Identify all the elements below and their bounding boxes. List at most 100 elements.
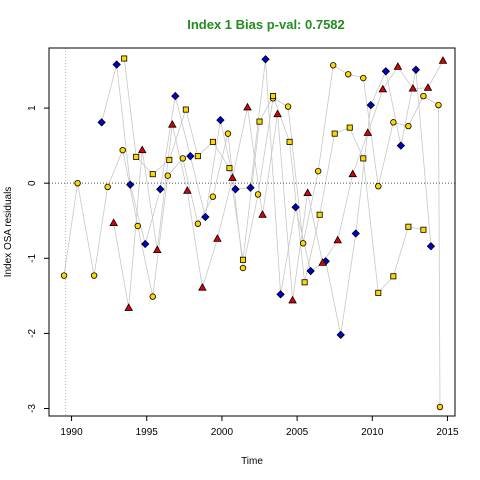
data-point-diamond bbox=[291, 203, 300, 212]
data-point-circle bbox=[284, 103, 292, 110]
data-point-circle bbox=[164, 172, 171, 179]
plot-frame bbox=[48, 47, 456, 417]
data-point-diamond bbox=[351, 229, 360, 238]
data-point-circle bbox=[90, 272, 98, 279]
data-point-triangle bbox=[213, 234, 222, 242]
data-point-diamond bbox=[216, 115, 225, 125]
data-point-square bbox=[226, 165, 233, 172]
data-point-square bbox=[390, 273, 397, 280]
data-point-circle bbox=[179, 155, 187, 162]
x-tick-label: 2005 bbox=[286, 427, 309, 438]
data-point-diamond bbox=[201, 212, 210, 222]
data-point-square bbox=[209, 138, 216, 145]
data-point-square bbox=[270, 93, 277, 100]
data-point-square bbox=[301, 279, 308, 286]
data-point-triangle bbox=[363, 128, 373, 136]
data-point-diamond bbox=[231, 185, 240, 194]
chart-title: Index 1 Bias p-val: 0.7582 bbox=[187, 17, 345, 32]
data-point-circle bbox=[224, 130, 232, 137]
series-connector-line bbox=[101, 59, 432, 335]
data-point-square bbox=[121, 55, 128, 62]
data-point-diamond bbox=[141, 239, 150, 249]
data-point-circle bbox=[375, 182, 382, 190]
data-point-diamond bbox=[426, 242, 436, 251]
data-point-circle bbox=[209, 193, 217, 200]
data-point-square bbox=[331, 130, 338, 137]
data-point-circle bbox=[60, 272, 68, 279]
x-tick-label: 1990 bbox=[60, 427, 83, 438]
data-point-triangle bbox=[228, 173, 237, 181]
data-point-triangle bbox=[198, 282, 207, 291]
data-point-square bbox=[420, 226, 427, 233]
data-point-circle bbox=[239, 264, 247, 272]
data-point-square bbox=[194, 153, 201, 160]
data-point-circle bbox=[345, 71, 352, 78]
y-axis-label: Index OSA residuals bbox=[3, 187, 14, 278]
x-tick-label: 1995 bbox=[136, 427, 159, 438]
data-point-square bbox=[360, 155, 367, 162]
y-tick-label: 0 bbox=[27, 180, 38, 186]
data-point-diamond bbox=[411, 65, 421, 74]
data-point-circle bbox=[134, 222, 141, 230]
data-point-diamond bbox=[246, 183, 255, 192]
data-point-square bbox=[346, 124, 353, 131]
data-point-circle bbox=[405, 122, 412, 130]
data-point-triangle bbox=[137, 145, 147, 154]
data-point-diamond bbox=[276, 290, 285, 299]
data-point-triangle bbox=[438, 56, 448, 64]
x-tick-label: 2015 bbox=[436, 427, 459, 438]
y-tick-label: -2 bbox=[27, 329, 38, 338]
data-point-circle bbox=[104, 183, 111, 191]
data-point-triangle bbox=[318, 258, 327, 266]
data-point-square bbox=[166, 156, 173, 163]
data-point-triangle bbox=[288, 295, 297, 304]
data-point-triangle bbox=[243, 102, 252, 111]
data-point-triangle bbox=[348, 169, 358, 178]
data-point-diamond bbox=[112, 60, 121, 69]
data-point-triangle bbox=[109, 218, 118, 226]
data-point-circle bbox=[360, 74, 367, 82]
data-point-diamond bbox=[366, 100, 375, 110]
data-point-diamond bbox=[381, 67, 390, 76]
data-point-circle bbox=[149, 293, 156, 300]
data-point-diamond bbox=[97, 118, 106, 127]
data-point-circle bbox=[330, 62, 337, 69]
data-point-circle bbox=[119, 146, 126, 154]
data-point-triangle bbox=[124, 303, 133, 311]
y-tick-label: -3 bbox=[27, 404, 38, 413]
data-point-diamond bbox=[306, 266, 315, 276]
data-point-circle bbox=[314, 167, 322, 175]
data-point-square bbox=[256, 118, 263, 125]
data-point-circle bbox=[420, 92, 427, 100]
data-point-triangle bbox=[258, 210, 267, 218]
data-point-triangle bbox=[273, 109, 282, 118]
data-point-diamond bbox=[261, 55, 270, 64]
data-point-triangle bbox=[303, 188, 312, 196]
data-point-square bbox=[316, 211, 323, 218]
data-point-diamond bbox=[126, 180, 135, 189]
data-point-triangle bbox=[408, 83, 418, 92]
y-tick-label: 1 bbox=[27, 105, 38, 111]
data-point-triangle bbox=[423, 83, 433, 91]
data-point-circle bbox=[194, 220, 202, 227]
data-point-triangle bbox=[378, 84, 388, 93]
data-point-triangle bbox=[393, 62, 403, 70]
data-point-diamond bbox=[171, 91, 180, 101]
data-point-square bbox=[405, 223, 412, 230]
data-point-circle bbox=[299, 240, 307, 247]
data-point-triangle bbox=[168, 119, 177, 128]
data-point-diamond bbox=[156, 185, 165, 194]
x-axis-label: Time bbox=[241, 456, 263, 467]
x-tick-label: 2010 bbox=[361, 427, 384, 438]
series-connector-line bbox=[113, 60, 444, 308]
x-tick-label: 2000 bbox=[211, 427, 234, 438]
data-point-circle bbox=[390, 119, 397, 126]
data-point-triangle bbox=[152, 245, 162, 254]
data-points-group bbox=[60, 55, 448, 411]
data-point-square bbox=[182, 106, 189, 113]
data-point-circle bbox=[74, 179, 81, 187]
data-point-square bbox=[133, 153, 140, 160]
data-point-circle bbox=[254, 191, 262, 198]
